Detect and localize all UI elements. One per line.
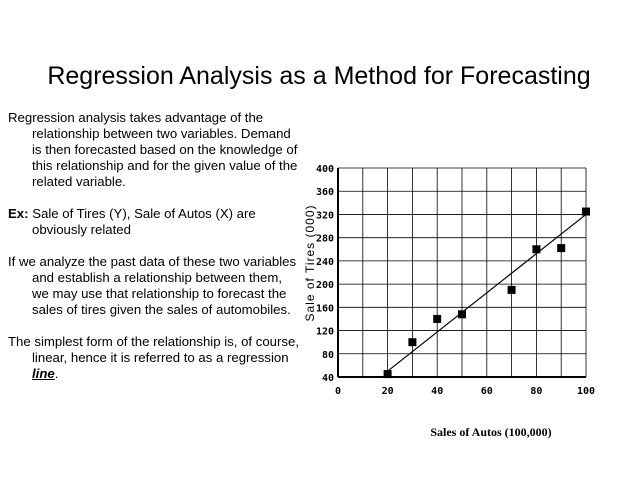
y-tick-label: 200 [316, 280, 334, 291]
chart-grid [337, 167, 587, 378]
paragraph-2-prefix: Ex: [8, 206, 29, 221]
x-tick-label: 80 [530, 386, 542, 397]
y-tick-label: 120 [316, 327, 334, 338]
paragraph-2: Ex: Sale of Tires (Y), Sale of Autos (X)… [8, 206, 300, 238]
x-tick-label: 0 [335, 386, 341, 397]
paragraph-3: If we analyze the past data of these two… [8, 254, 300, 318]
y-tick-label: 160 [316, 303, 334, 314]
data-point [532, 245, 541, 254]
data-point [383, 370, 392, 379]
y-tick-label: 280 [316, 234, 334, 245]
data-point [408, 338, 417, 347]
x-axis-label: Sales of Autos (100,000) [430, 425, 551, 439]
paragraph-4-suffix: . [54, 366, 59, 381]
data-point [433, 314, 442, 323]
y-tick-label: 400 [316, 164, 334, 175]
regression-line [387, 213, 587, 372]
paragraph-4: The simplest form of the relationship is… [8, 334, 300, 382]
y-axis-label: Sale of Tires (000) [303, 204, 317, 321]
data-point [458, 310, 466, 319]
slide-title: Regression Analysis as a Method for Fore… [47, 62, 591, 90]
y-tick-label: 40 [322, 373, 334, 384]
x-tick-label: 60 [481, 386, 493, 397]
x-tick-labels: 0 20 40 60 80 100 [335, 386, 595, 397]
data-point [507, 285, 516, 294]
paragraph-3-text: If we analyze the past data of these two… [8, 254, 297, 317]
y-tick-label: 360 [316, 187, 334, 198]
data-point [582, 207, 590, 216]
data-points [383, 207, 590, 379]
slide-body: Regression analysis takes advantage of t… [8, 110, 300, 398]
chart-axes [337, 168, 586, 378]
data-point [557, 244, 566, 253]
paragraph-2-text: Sale of Tires (Y), Sale of Autos (X) are… [28, 206, 256, 237]
paragraph-4-emphasis: line [32, 366, 55, 381]
y-tick-label: 320 [316, 210, 334, 221]
y-tick-labels: 40 80 120 160 200 240 280 320 360 400 [316, 164, 334, 384]
paragraph-4-text: The simplest form of the relationship is… [8, 334, 299, 365]
y-tick-label: 80 [322, 350, 334, 361]
paragraph-1: Regression analysis takes advantage of t… [8, 110, 300, 190]
x-tick-label: 40 [431, 386, 443, 397]
x-tick-label: 20 [382, 386, 394, 397]
regression-line-group [387, 213, 587, 372]
x-tick-label: 100 [577, 386, 595, 397]
paragraph-1-text: Regression analysis takes advantage of t… [8, 110, 298, 189]
y-tick-label: 240 [316, 257, 334, 268]
